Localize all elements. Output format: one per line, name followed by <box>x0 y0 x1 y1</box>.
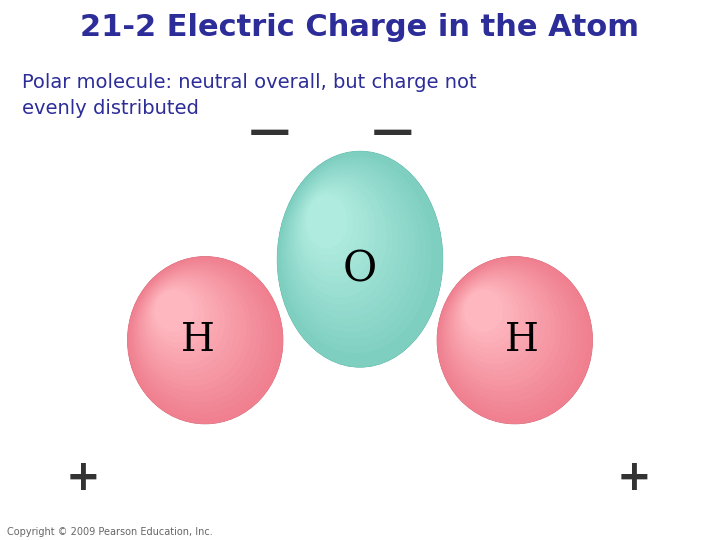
Ellipse shape <box>440 260 582 413</box>
Ellipse shape <box>451 274 545 375</box>
Ellipse shape <box>132 262 267 408</box>
Ellipse shape <box>284 161 420 339</box>
Ellipse shape <box>461 286 513 343</box>
Ellipse shape <box>287 166 409 325</box>
Ellipse shape <box>127 256 283 424</box>
Ellipse shape <box>442 262 577 408</box>
Ellipse shape <box>277 151 443 367</box>
Ellipse shape <box>150 284 210 348</box>
Ellipse shape <box>438 259 588 418</box>
Ellipse shape <box>153 288 199 338</box>
Ellipse shape <box>305 192 354 255</box>
Ellipse shape <box>130 260 272 413</box>
Ellipse shape <box>148 282 215 354</box>
Ellipse shape <box>151 286 204 343</box>
Ellipse shape <box>445 266 566 397</box>
Ellipse shape <box>449 271 556 386</box>
Ellipse shape <box>134 265 262 402</box>
Ellipse shape <box>459 284 519 348</box>
Text: H: H <box>181 322 215 359</box>
Text: Polar molecule: neutral overall, but charge not
evenly distributed: Polar molecule: neutral overall, but cha… <box>22 73 476 118</box>
Ellipse shape <box>437 256 593 424</box>
Ellipse shape <box>140 272 241 381</box>
Ellipse shape <box>454 278 535 365</box>
Text: —: — <box>372 111 413 153</box>
Ellipse shape <box>279 154 437 360</box>
Ellipse shape <box>129 259 278 418</box>
Text: +: + <box>616 457 651 499</box>
Ellipse shape <box>145 278 225 365</box>
Ellipse shape <box>456 280 529 359</box>
Ellipse shape <box>306 194 348 248</box>
Ellipse shape <box>127 256 283 424</box>
Ellipse shape <box>294 177 387 298</box>
Ellipse shape <box>286 164 415 332</box>
Ellipse shape <box>450 272 551 381</box>
Ellipse shape <box>147 280 220 359</box>
Text: —: — <box>249 111 291 153</box>
Ellipse shape <box>300 184 370 276</box>
Ellipse shape <box>437 256 593 424</box>
Ellipse shape <box>453 276 540 370</box>
Ellipse shape <box>291 172 398 311</box>
Text: H: H <box>505 322 539 359</box>
Ellipse shape <box>446 268 561 392</box>
Ellipse shape <box>137 268 251 392</box>
Ellipse shape <box>139 271 246 386</box>
Ellipse shape <box>135 266 256 397</box>
Ellipse shape <box>281 156 431 353</box>
Text: +: + <box>66 457 100 499</box>
Ellipse shape <box>142 274 235 375</box>
Ellipse shape <box>155 290 194 332</box>
Ellipse shape <box>143 276 230 370</box>
Ellipse shape <box>292 174 392 305</box>
Ellipse shape <box>289 169 404 318</box>
Ellipse shape <box>277 151 443 367</box>
Ellipse shape <box>463 288 508 338</box>
Ellipse shape <box>458 282 524 354</box>
Text: 21-2 Electric Charge in the Atom: 21-2 Electric Charge in the Atom <box>81 14 639 43</box>
Ellipse shape <box>296 179 381 291</box>
Text: O: O <box>343 249 377 291</box>
Ellipse shape <box>444 265 572 402</box>
Ellipse shape <box>282 159 426 346</box>
Text: Copyright © 2009 Pearson Education, Inc.: Copyright © 2009 Pearson Education, Inc. <box>7 527 213 537</box>
Ellipse shape <box>301 187 364 269</box>
Ellipse shape <box>464 290 503 332</box>
Ellipse shape <box>303 190 359 262</box>
Ellipse shape <box>297 181 376 284</box>
